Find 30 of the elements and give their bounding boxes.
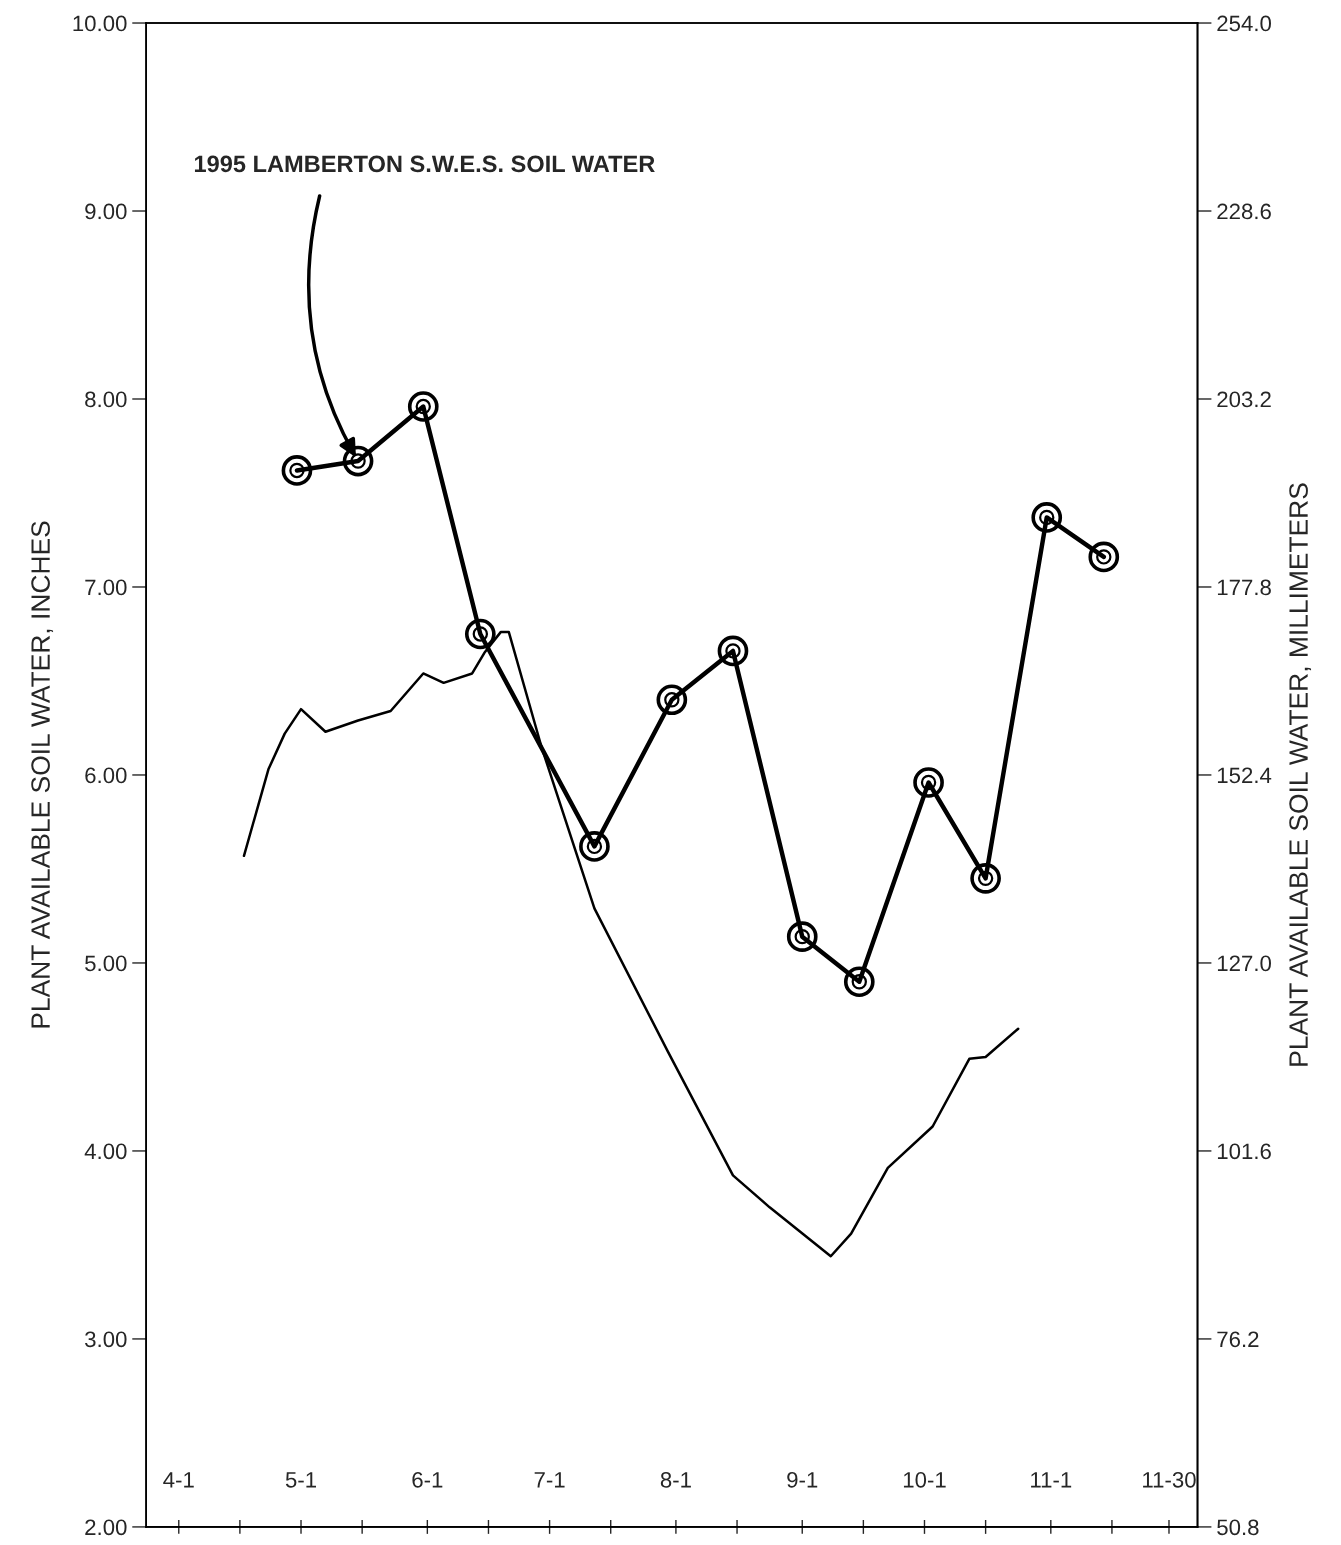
x-tick-label: 10-1 [903,1471,946,1488]
y-tick-label: 4.00 [84,1143,127,1160]
x-tick-label: 4-1 [163,1472,194,1488]
y-tick-label: 7.00 [85,579,127,596]
y-tick-label: 5.00 [85,955,127,972]
y-tick-label: 8.00 [85,391,127,408]
y-axis-title: PLANT AVAILABLE SOIL WATER, INCHES [31,521,54,1028]
x-tick-label: 11-30 [1143,1471,1196,1488]
y-tick-label: 9.00 [85,203,127,220]
y2-axis-title: PLANT AVAILABLE SOIL WATER, MILLIMETERS [1289,483,1312,1066]
y-tick-label: 6.00 [85,767,127,784]
x-tick-label: 7-1 [534,1472,565,1488]
y2-tick-label: 101.6 [1217,1143,1271,1160]
y2-tick-label: 254.0 [1217,15,1271,32]
y2-tick-label: 76.2 [1217,1331,1259,1348]
y-tick-label: 10.00 [73,15,127,32]
y2-tick-label: 50.8 [1217,1519,1259,1536]
y-tick-label: 2.00 [85,1519,127,1536]
y2-tick-label: 177.8 [1217,579,1271,596]
x-tick-label: 5-1 [285,1472,316,1488]
y2-tick-label: 203.2 [1217,391,1271,408]
x-tick-label: 8-1 [660,1471,691,1488]
y2-tick-label: 228.6 [1217,203,1271,220]
y2-tick-label: 127.0 [1217,955,1271,972]
x-tick-label: 6-1 [412,1471,443,1488]
x-tick-label: 11-1 [1031,1472,1072,1488]
x-tick-label: 9-1 [787,1471,818,1488]
annotation: 1995 LAMBERTON S.W.E.S. SOIL WATER [194,155,655,173]
y2-tick-label: 152.4 [1217,767,1272,784]
y-tick-label: 3.00 [85,1331,127,1348]
